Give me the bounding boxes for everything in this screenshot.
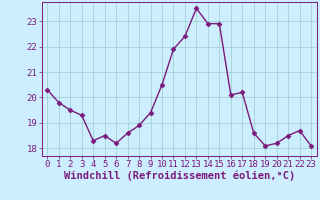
X-axis label: Windchill (Refroidissement éolien,°C): Windchill (Refroidissement éolien,°C)	[64, 171, 295, 181]
